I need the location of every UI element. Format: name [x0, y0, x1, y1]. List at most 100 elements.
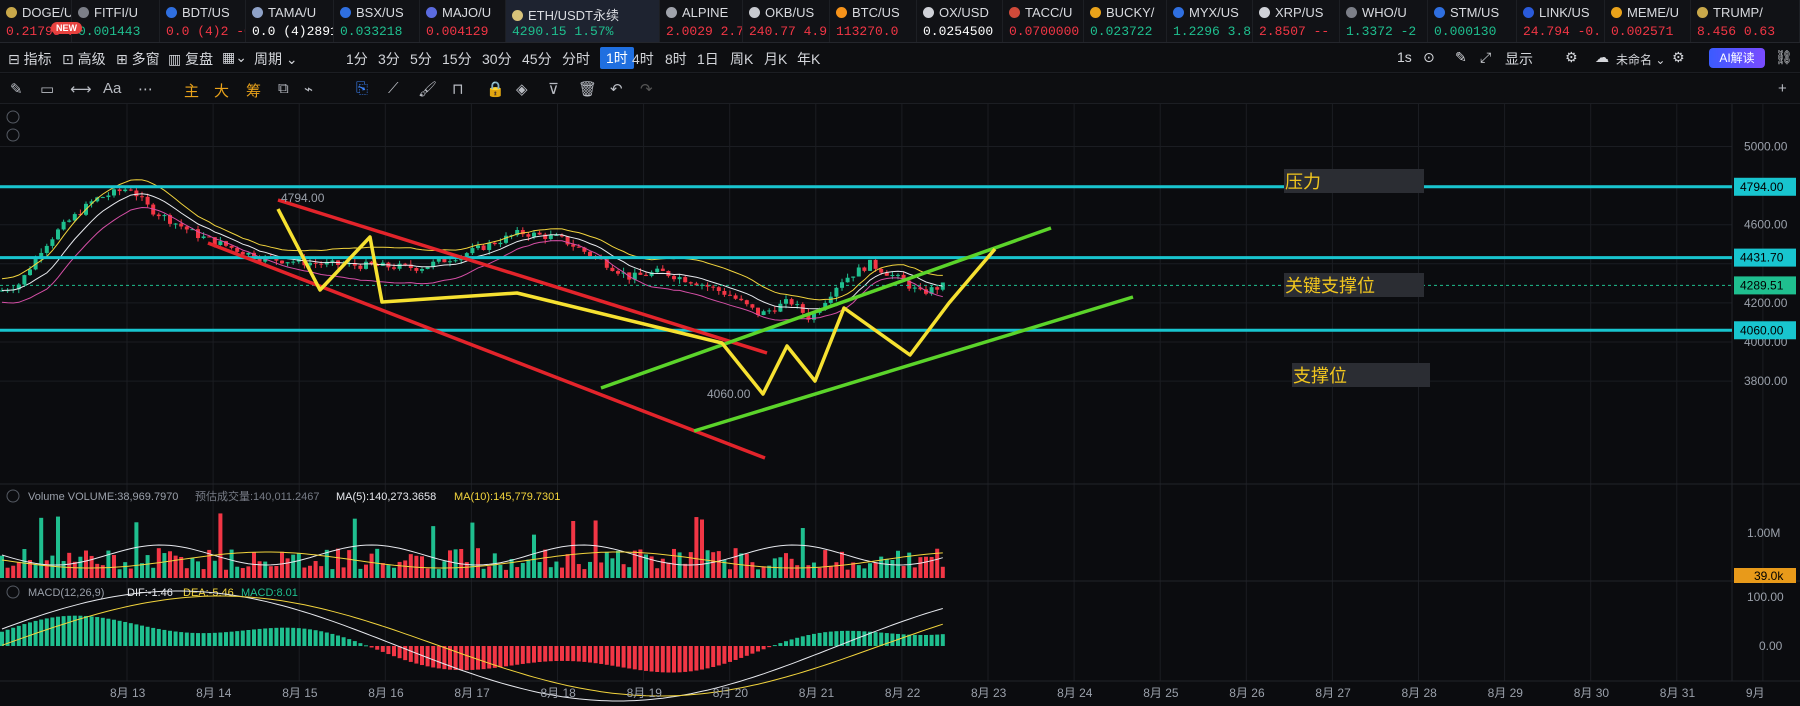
ticker-item[interactable]: OKB/US 240.77 4.9 [743, 0, 830, 42]
ticker-item[interactable]: BUCKY/0.023722 [1084, 0, 1167, 42]
period-dropdown[interactable]: 周期 ⌄ [254, 49, 298, 69]
collapse-icon[interactable] [6, 110, 20, 124]
period-option[interactable]: 1日 [697, 51, 719, 67]
macd-histogram-bar [128, 623, 133, 646]
macd-histogram-bar [246, 629, 251, 646]
candle-body [179, 223, 184, 227]
delete-icon[interactable]: 🗑 [578, 81, 598, 98]
horizontal-line-icon[interactable]: ⟷ [70, 81, 92, 98]
candle-body [935, 287, 940, 290]
volume-bar [117, 569, 122, 578]
multi-window-button[interactable]: ⊞ 多窗 [116, 49, 160, 69]
ticker-item[interactable]: LINK/US 24.794 -0. [1517, 0, 1605, 42]
ticker-symbol: WHO/U [1346, 5, 1407, 20]
ticker-item[interactable]: TRUMP/8.456 0.63 [1691, 0, 1800, 42]
period-option[interactable]: 1时 [600, 47, 634, 69]
period-option[interactable]: 年K [797, 51, 821, 67]
candle-body [537, 232, 542, 235]
ticker-item[interactable]: TAMA/U 0.0 (4)2891 [246, 0, 334, 42]
candle-body [588, 251, 592, 257]
ticker-item[interactable]: BTC/US 113270.0 [830, 0, 917, 42]
collapse-icon[interactable] [6, 489, 20, 503]
ticker-item[interactable]: ALPINE 2.0029 2.7 [660, 0, 743, 42]
annotation-box [1284, 169, 1424, 193]
volume-bar [274, 565, 279, 578]
rectangle-icon[interactable]: ▭ [40, 81, 55, 98]
magnet-icon[interactable]: ⌁ [304, 81, 314, 98]
collapse-icon[interactable] [6, 585, 20, 599]
ticker-item[interactable]: OX/USD 0.0254500 [917, 0, 1003, 42]
chart-type-button[interactable]: ▦⌄ [222, 49, 247, 66]
gear-icon[interactable]: ⚙ [1672, 49, 1685, 65]
lock-icon[interactable]: 🔒 [486, 81, 505, 98]
volume-bar [140, 563, 144, 578]
coin-icon [512, 10, 523, 21]
ticker-item[interactable]: BDT/US 0.0 (4)2 -0 [160, 0, 246, 42]
ticker-item[interactable]: MEME/U 0.002571 [1605, 0, 1691, 42]
advanced-button[interactable]: ⊡ 高级 [62, 49, 106, 69]
camera-icon[interactable]: ⊙ [1423, 49, 1435, 65]
period-option[interactable]: 5分 [410, 51, 432, 67]
ticker-price: 0.023722 [1090, 24, 1152, 39]
more-icon[interactable]: ⋯ [138, 81, 153, 98]
ticker-change: (4)2 -0 [189, 24, 246, 39]
ticker-item[interactable]: MAJO/U 0.004129 [420, 0, 506, 42]
pencil-icon[interactable]: ✎ [10, 81, 23, 98]
replay-button[interactable]: ▥ 复盘 [168, 49, 213, 69]
layers-icon[interactable]: ◈ [516, 81, 528, 98]
expand-icon[interactable] [6, 128, 20, 142]
period-option[interactable]: 4时 [632, 51, 654, 67]
candle-body [291, 261, 296, 263]
period-option[interactable]: 8时 [665, 51, 687, 67]
date-axis-tick: 8月 15 [282, 686, 318, 700]
redo-icon[interactable]: ↷ [640, 81, 653, 98]
interval-value[interactable]: 1s [1397, 49, 1412, 65]
ticker-item[interactable]: XRP/US 2.8507 -- [1253, 0, 1340, 42]
ticker-symbol: TRUMP/ [1697, 5, 1763, 20]
ticker-item[interactable]: MYX/US 1.2296 3.8 [1167, 0, 1253, 42]
period-option[interactable]: 月K [764, 51, 788, 67]
period-option[interactable]: 45分 [522, 51, 552, 67]
brush-icon[interactable]: 🖌 [418, 81, 438, 98]
period-option[interactable]: 分时 [562, 51, 590, 67]
edit-icon[interactable]: ✎ [1455, 49, 1467, 65]
period-option[interactable]: 15分 [442, 51, 472, 67]
layout-name[interactable]: 未命名 ⌄ [1616, 51, 1665, 68]
link-icon[interactable]: ⛓ [1775, 49, 1793, 65]
coin-icon [6, 7, 17, 18]
ruler-icon[interactable]: ⟋ [388, 80, 399, 97]
indicator-button[interactable]: ⊟ 指标 [8, 49, 52, 69]
big-order-toggle[interactable]: 大 [214, 83, 230, 100]
macd-histogram-bar [252, 629, 256, 646]
ticker-item[interactable]: BSX/US 0.033218 [334, 0, 420, 42]
ticker-item[interactable]: STM/US 0.000130 [1428, 0, 1517, 42]
volume-bar [431, 526, 436, 578]
copy-icon[interactable]: ⎘ [356, 80, 369, 97]
candle-body [56, 229, 60, 240]
ticker-item[interactable]: DOGE/U0.21795 1 [0, 0, 72, 42]
text-tool-icon[interactable]: Aa [103, 80, 122, 97]
period-option[interactable]: 30分 [482, 51, 512, 67]
display-button[interactable]: 显示 [1505, 49, 1533, 69]
ticker-item[interactable]: FITFI/U 0.001443 [72, 0, 160, 42]
filter-icon[interactable]: ⊽ [548, 81, 559, 98]
ai-interpret-button[interactable]: AI解读 [1709, 48, 1765, 68]
chip-distribution-toggle[interactable]: 筹 [246, 83, 262, 100]
undo-icon[interactable]: ↶ [610, 81, 623, 98]
compare-icon[interactable]: ⧉ [278, 80, 289, 97]
period-option[interactable]: 周K [730, 51, 754, 67]
macd-histogram-bar [649, 646, 654, 672]
ticker-item[interactable]: ETH/USDT永续 4290.15 1.57% [506, 0, 660, 42]
settings-icon[interactable]: ⚙ [1565, 49, 1578, 65]
period-option[interactable]: 1分 [346, 51, 368, 67]
measure-icon[interactable]: ⊓ [452, 81, 464, 98]
ticker-item[interactable]: TACC/U 0.0700000 [1003, 0, 1084, 42]
main-indicator-toggle[interactable]: 主 [184, 83, 200, 100]
ticker-item[interactable]: WHO/U 1.3372 -2 [1340, 0, 1428, 42]
fullscreen-icon[interactable]: ⤢ [1480, 49, 1492, 65]
period-option[interactable]: 3分 [378, 51, 400, 67]
plus-icon[interactable]: + [1778, 80, 1787, 97]
macd-histogram-bar [711, 646, 716, 667]
macd-histogram-bar [224, 632, 228, 646]
